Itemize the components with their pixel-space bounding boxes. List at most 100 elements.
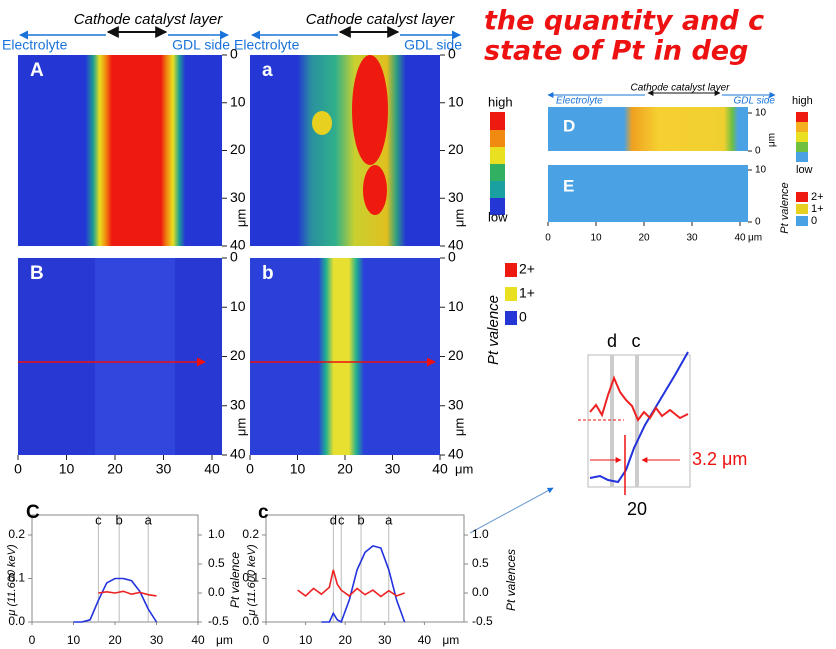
zoom-curve xyxy=(589,375,689,422)
tick-label: 20 xyxy=(337,461,353,477)
legend-title: Pt valence xyxy=(779,182,791,233)
legend-label: 1+ xyxy=(811,203,824,215)
tick-label: 20 xyxy=(638,233,650,244)
tick-label: 30 xyxy=(230,396,246,412)
y2-tick-label: 0.5 xyxy=(208,556,225,570)
tick-label: 10 xyxy=(290,461,306,477)
tick-label: 20 xyxy=(107,461,123,477)
legend-title: Pt valence xyxy=(485,295,502,365)
tick-label: 10 xyxy=(590,233,602,244)
zoom-x: 20 xyxy=(627,499,647,519)
y2-tick-label: 0.0 xyxy=(472,585,489,599)
layer-label: Cathode catalyst layer xyxy=(306,11,455,28)
tick-label: 30 xyxy=(230,189,246,205)
legend-label: 2+ xyxy=(519,261,535,277)
legend-label: 0 xyxy=(811,215,817,227)
tick-label: 10 xyxy=(448,93,464,109)
y2-tick-label: 0.0 xyxy=(208,585,225,599)
series-line xyxy=(321,545,406,624)
inset-image xyxy=(548,165,748,222)
tick-label: 0 xyxy=(448,46,456,62)
annotation-label: c xyxy=(338,512,345,527)
inset-image xyxy=(548,107,748,151)
tick-label: 40 xyxy=(734,233,746,244)
panel-label: E xyxy=(563,176,574,195)
legend-label: high xyxy=(792,95,813,107)
y2-label: Pt valences xyxy=(504,549,518,611)
legend-label: low xyxy=(488,209,508,224)
tick-label: 0 xyxy=(246,461,254,477)
y2-tick-label: -0.5 xyxy=(472,614,493,628)
annotation-label: b xyxy=(357,512,364,527)
headline: the quantity and c xyxy=(484,6,764,37)
plot-frame xyxy=(31,514,199,623)
x-label: μm xyxy=(216,633,233,647)
x-label: μm xyxy=(442,633,459,647)
y2-tick-label: 1.0 xyxy=(472,527,489,541)
tick-label: 20 xyxy=(230,141,246,157)
x-tick-label: 30 xyxy=(150,633,164,647)
map-texture xyxy=(95,258,175,455)
layer-label: Cathode catalyst layer xyxy=(631,83,731,94)
unit-label: μm xyxy=(767,133,778,147)
map-image xyxy=(250,55,440,246)
tick-label: 0 xyxy=(230,46,238,62)
tick-label: 10 xyxy=(230,298,246,314)
unit-label: μm xyxy=(451,418,466,436)
tick-label: 30 xyxy=(686,233,698,244)
side-label: GDL side xyxy=(172,37,230,53)
x-tick-label: 40 xyxy=(418,633,432,647)
y2-label: Pt valence xyxy=(228,552,242,608)
annotation-label: d xyxy=(330,512,337,527)
series-line xyxy=(73,577,158,623)
map-image xyxy=(18,55,222,246)
chart-title: C xyxy=(26,502,40,523)
panel-label: B xyxy=(30,263,44,284)
tick-label: 0 xyxy=(448,249,456,265)
tick-label: 0 xyxy=(545,233,551,244)
zoom-curve xyxy=(589,351,689,484)
tick-label: 10 xyxy=(448,298,464,314)
layer-label: Cathode catalyst layer xyxy=(74,11,223,28)
panel-label: a xyxy=(262,60,273,81)
tick-label: 10 xyxy=(59,461,75,477)
y-tick-label: 0.1 xyxy=(8,571,25,585)
unit-label: μm xyxy=(233,209,248,227)
map-blob xyxy=(363,165,387,215)
annotation-label: c xyxy=(95,512,102,527)
side-label: Electrolyte xyxy=(556,96,603,107)
tick-label: 20 xyxy=(448,141,464,157)
side-label: Electrolyte xyxy=(2,37,68,53)
x-tick-label: 20 xyxy=(108,633,122,647)
tick-label: 30 xyxy=(448,189,464,205)
legend-label: 2+ xyxy=(811,191,824,203)
annotation-label: a xyxy=(145,512,153,527)
tick-label: 0 xyxy=(755,217,761,228)
x-tick-label: 10 xyxy=(67,633,81,647)
annotation-label: a xyxy=(385,512,393,527)
tick-label: 40 xyxy=(204,461,220,477)
x-tick-label: 20 xyxy=(339,633,353,647)
headline: state of Pt in deg xyxy=(484,36,748,67)
tick-label: 40 xyxy=(230,446,246,462)
color-bar xyxy=(490,112,505,215)
panel-label: D xyxy=(563,116,575,135)
y-tick-label: 0.2 xyxy=(8,527,25,541)
valence-swatches xyxy=(505,263,517,325)
legend-label: low xyxy=(796,164,813,176)
tick-label: 20 xyxy=(448,347,464,363)
tick-label: 30 xyxy=(385,461,401,477)
y2-tick-label: 0.5 xyxy=(472,556,489,570)
series-line xyxy=(297,569,405,598)
y2-tick-label: -0.5 xyxy=(208,614,229,628)
map-blob xyxy=(352,55,388,165)
map-image xyxy=(250,258,440,455)
y-label: μ (11.600 keV) xyxy=(6,544,18,617)
unit-label: μm xyxy=(455,461,473,476)
x-tick-label: 0 xyxy=(29,633,36,647)
side-label: GDL side xyxy=(733,96,775,107)
tick-label: 10 xyxy=(755,108,767,119)
tick-label: 20 xyxy=(230,347,246,363)
unit-label: μm xyxy=(451,209,466,227)
